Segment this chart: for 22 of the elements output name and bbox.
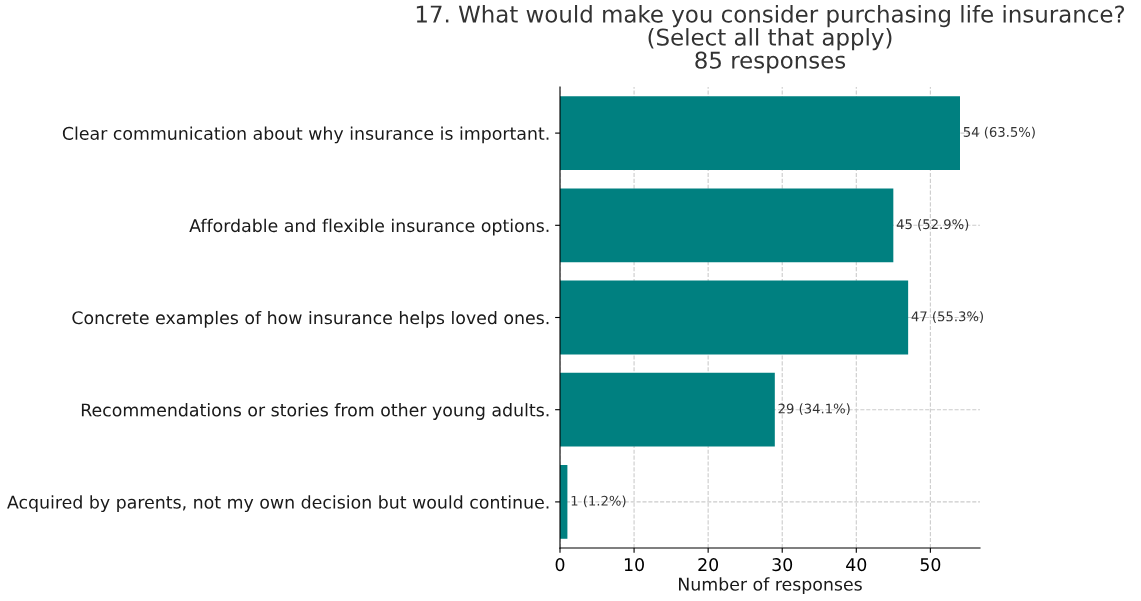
x-tick-label: 50 xyxy=(920,558,941,572)
x-tick-label: 20 xyxy=(698,558,719,572)
bar xyxy=(560,188,894,263)
y-tick-label: Concrete examples of how insurance helps loved ones. xyxy=(72,310,549,328)
y-tick-label: Recommendations or stories from other young adults. xyxy=(81,403,549,420)
y-tick-label: Acquired by parents, not my own decision but would continue. xyxy=(7,495,549,513)
bar xyxy=(560,96,960,170)
data-label: 47 (55.3%) xyxy=(911,311,983,323)
data-label: 29 (34.1%) xyxy=(778,403,850,416)
x-tick-label: 30 xyxy=(772,558,793,572)
data-label: 45 (52.9%) xyxy=(896,218,969,231)
x-tick-label: 0 xyxy=(555,558,565,572)
data-label: 54 (63.5%) xyxy=(963,126,1035,139)
x-tick-label: 40 xyxy=(846,558,867,572)
x-tick-label: 10 xyxy=(624,558,644,572)
bar xyxy=(560,372,775,447)
data-label: 1 (1.2%) xyxy=(571,495,626,508)
y-tick-label: Clear communication about why insurance is important. xyxy=(62,126,549,144)
y-tick-label: Affordable and flexible insurance options. xyxy=(189,218,549,236)
chart-title: 17. What would make you consider purchasing life insurance? (Select all that apply) 85 responses xyxy=(416,5,1125,74)
bar xyxy=(560,280,909,355)
x-axis-title: Number of responses xyxy=(679,577,862,595)
